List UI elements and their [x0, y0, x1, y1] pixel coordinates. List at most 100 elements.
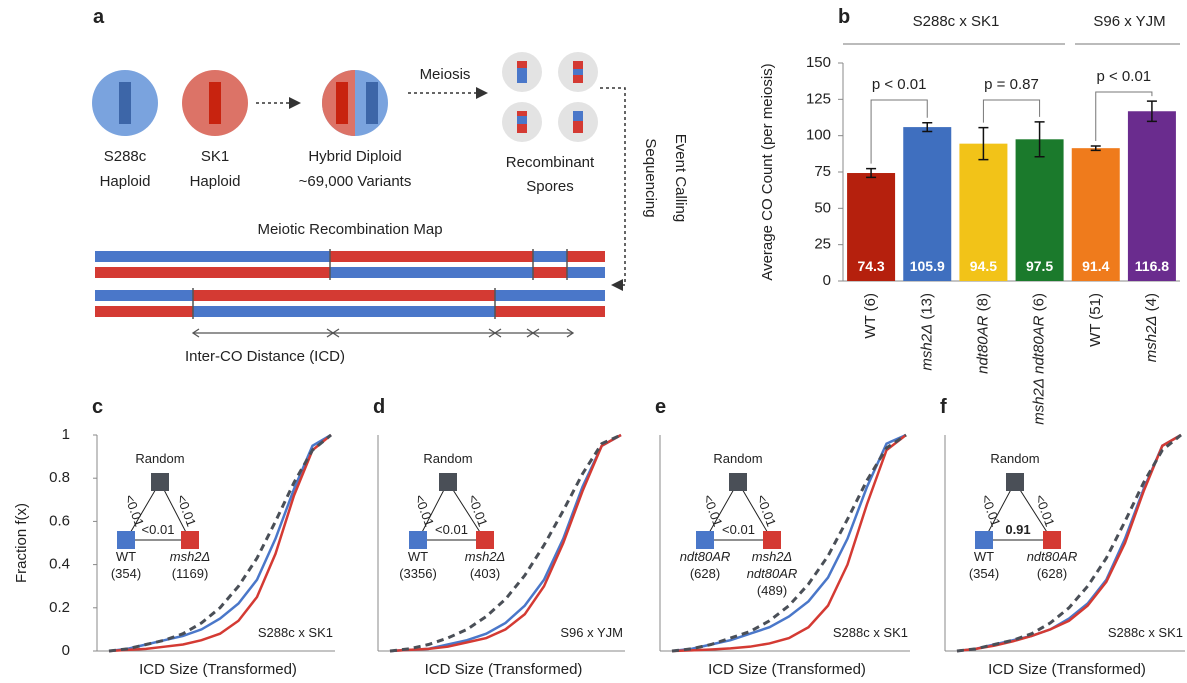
inset-group: (628) — [690, 566, 720, 581]
inset-label: Random — [423, 451, 472, 466]
y-tick-label: 1 — [62, 426, 70, 443]
value-label: 91.4 — [1082, 258, 1109, 274]
y-tick-label: 0 — [62, 642, 70, 659]
value-label: 94.5 — [970, 258, 997, 274]
map-title: Meiotic Recombination Map — [257, 221, 442, 238]
inset-node — [181, 531, 199, 549]
inset-node — [696, 531, 714, 549]
inset-group: WT — [974, 549, 994, 564]
value-label: 97.5 — [1026, 258, 1053, 274]
inset-label: Random — [990, 451, 1039, 466]
x-axis-label: ICD Size (Transformed) — [988, 661, 1146, 678]
inset-node — [476, 531, 494, 549]
inset-group: WT — [408, 549, 428, 564]
x-tick-label: ndt80AR (8) — [974, 293, 991, 374]
y-tick-label: 0.2 — [49, 599, 70, 616]
label: S288c — [104, 148, 147, 165]
cdf-line — [109, 435, 331, 651]
x-axis-label: ICD Size (Transformed) — [425, 661, 583, 678]
x-tick-label: msh2Δ (13) — [918, 293, 935, 371]
value-label: 105.9 — [910, 258, 945, 274]
inset-p: <0.01 — [411, 493, 436, 529]
inset-group: (628) — [1037, 566, 1067, 581]
inset-label: Random — [135, 451, 184, 466]
group-label: S288c x SK1 — [913, 13, 1000, 30]
label: SK1 — [201, 148, 229, 165]
label: Haploid — [100, 173, 151, 190]
panel-letter: d — [373, 396, 385, 418]
inset-node — [975, 531, 993, 549]
label: Event Calling — [672, 134, 689, 222]
inset-node — [117, 531, 135, 549]
inset-group: (354) — [969, 566, 999, 581]
strain-label: S288c x SK1 — [833, 625, 908, 640]
inset-p: <0.01 — [435, 522, 468, 537]
y-axis-label: Average CO Count (per meiosis) — [759, 63, 776, 280]
inset-node — [409, 531, 427, 549]
inset-node — [439, 473, 457, 491]
label: Meiosis — [420, 66, 471, 83]
group-label: S96 x YJM — [1093, 13, 1165, 30]
inset-group: (403) — [470, 566, 500, 581]
inset-group: (1169) — [172, 566, 209, 581]
x-tick-label: msh2Δ (4) — [1143, 293, 1160, 362]
label: Haploid — [190, 173, 241, 190]
figure: a S288c Haploid SK1 Haploid Hybrid Diplo… — [0, 0, 1187, 683]
x-tick-label: WT (51) — [1087, 293, 1104, 347]
label: Spores — [526, 178, 574, 195]
inset-node — [151, 473, 169, 491]
strain-label: S96 x YJM — [560, 625, 623, 640]
inset-node — [729, 473, 747, 491]
inset-p: <0.01 — [1032, 493, 1057, 529]
inset-group: ndt80AR — [747, 566, 798, 581]
panel-letter: a — [93, 6, 105, 28]
inset-p: <0.01 — [142, 522, 175, 537]
x-axis-label: ICD Size (Transformed) — [139, 661, 297, 678]
y-tick-label: 150 — [806, 54, 831, 71]
y-tick-label: 0.8 — [49, 469, 70, 486]
y-tick-label: 0.6 — [49, 512, 70, 529]
y-tick-label: 125 — [806, 90, 831, 107]
x-axis-label: ICD Size (Transformed) — [708, 661, 866, 678]
strain-label: S288c x SK1 — [258, 625, 333, 640]
inset-group: msh2Δ — [170, 549, 211, 564]
inset-group: msh2Δ — [752, 549, 793, 564]
inset-label: Random — [713, 451, 762, 466]
label: Sequencing — [642, 138, 659, 217]
label: Hybrid Diploid — [308, 148, 401, 165]
y-tick-label: 25 — [814, 236, 831, 253]
inset-p: <0.01 — [465, 493, 490, 529]
inset-group: (354) — [111, 566, 141, 581]
p-value: p < 0.01 — [872, 76, 927, 93]
y-tick-label: 50 — [814, 199, 831, 216]
inset-group: WT — [116, 549, 136, 564]
p-value: p = 0.87 — [984, 76, 1039, 93]
inset-node — [1006, 473, 1024, 491]
bar — [1128, 111, 1176, 281]
inset-group: (489) — [757, 583, 787, 598]
label: Recombinant — [506, 154, 595, 171]
p-value: p < 0.01 — [1097, 68, 1152, 85]
y-tick-label: 75 — [814, 163, 831, 180]
panel-letter: b — [838, 6, 850, 28]
inset-group: ndt80AR — [680, 549, 731, 564]
inset-p: <0.01 — [753, 493, 778, 529]
inset-p: 0.91 — [1005, 522, 1030, 537]
y-tick-label: 100 — [806, 127, 831, 144]
inset-node — [763, 531, 781, 549]
inset-p: <0.01 — [978, 493, 1003, 529]
value-label: 74.3 — [857, 258, 884, 274]
panel-letter: f — [940, 396, 947, 418]
strain-label: S288c x SK1 — [1108, 625, 1183, 640]
y-axis-label: Fraction f(x) — [13, 503, 30, 583]
inset-p: <0.01 — [722, 522, 755, 537]
label: ~69,000 Variants — [299, 173, 412, 190]
y-tick-label: 0.4 — [49, 556, 70, 573]
inset-group: ndt80AR — [1027, 549, 1078, 564]
y-tick-label: 0 — [823, 272, 831, 289]
panel-letter: c — [92, 396, 103, 418]
inset-group: msh2Δ — [465, 549, 506, 564]
x-tick-label: WT (6) — [862, 293, 879, 339]
inset-group: (3356) — [399, 566, 437, 581]
bracket — [983, 100, 1039, 123]
